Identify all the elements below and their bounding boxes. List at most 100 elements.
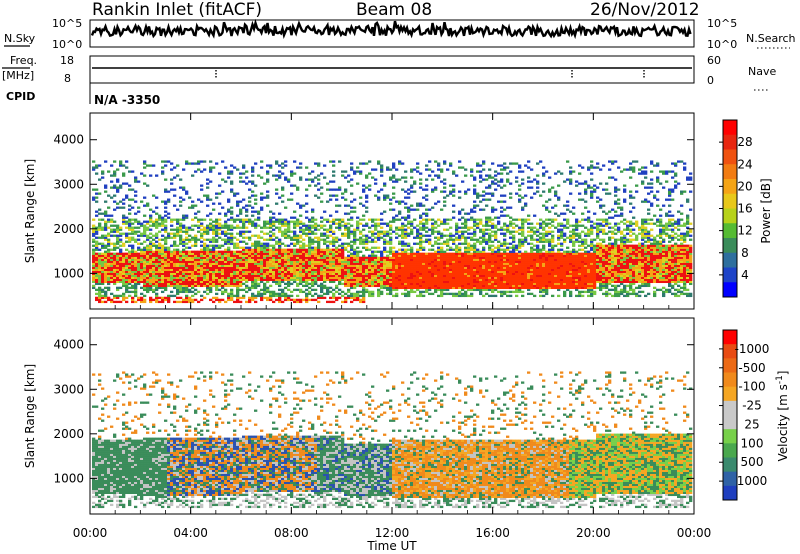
heatmap-cell — [284, 248, 288, 251]
heatmap-cell — [404, 292, 408, 296]
heatmap-cell — [272, 254, 276, 257]
heatmap-cell — [134, 220, 138, 223]
heatmap-cell — [494, 278, 498, 282]
heatmap-cell — [371, 294, 375, 298]
heatmap-cell — [128, 290, 132, 294]
heatmap-cell — [185, 282, 189, 286]
heatmap-cell — [278, 246, 282, 249]
heatmap-cell — [149, 278, 153, 282]
heatmap-cell — [170, 232, 174, 235]
heatmap-cell — [449, 238, 453, 241]
heatmap-cell — [497, 250, 501, 253]
heatmap-cell — [155, 266, 159, 269]
station-title: Rankin Inlet (fitACF) — [92, 0, 262, 20]
heatmap-cell — [290, 278, 294, 282]
heatmap-cell — [149, 174, 153, 177]
heatmap-cell — [506, 172, 510, 175]
heatmap-cell — [107, 244, 111, 247]
heatmap-cell — [188, 268, 192, 271]
heatmap-cell — [143, 174, 147, 177]
heatmap-cell — [275, 174, 279, 177]
heatmap-cell — [200, 272, 204, 275]
heatmap-cell — [215, 266, 219, 269]
heatmap-cell — [332, 296, 336, 300]
heatmap-cell — [179, 284, 183, 288]
heatmap-cell — [98, 286, 102, 290]
heatmap-cell — [167, 282, 171, 286]
heatmap-cell — [434, 264, 438, 267]
heatmap-cell — [362, 290, 366, 294]
heatmap-cell — [206, 246, 210, 249]
heatmap-cell — [392, 208, 396, 211]
heatmap-cell — [317, 278, 321, 282]
heatmap-cell — [131, 236, 135, 239]
heatmap-cell — [197, 300, 201, 304]
heatmap-cell — [407, 270, 411, 273]
heatmap-cell — [416, 294, 420, 298]
heatmap-cell — [206, 254, 210, 257]
heatmap-cell — [188, 258, 192, 261]
heatmap-cell — [389, 274, 393, 278]
heatmap-cell — [245, 208, 249, 211]
heatmap-cell — [410, 282, 414, 286]
heatmap-cell — [167, 274, 171, 278]
heatmap-cell — [110, 300, 114, 304]
heatmap-cell — [404, 254, 408, 257]
heatmap-cell — [314, 252, 318, 255]
heatmap-cell — [221, 230, 225, 233]
heatmap-cell — [227, 262, 231, 265]
heatmap-cell — [476, 286, 480, 290]
heatmap-cell — [101, 290, 105, 294]
heatmap-cell — [299, 258, 303, 261]
heatmap-cell — [356, 282, 360, 286]
heatmap-cell — [269, 256, 273, 259]
heatmap-cell — [452, 216, 456, 219]
heatmap-cell — [392, 218, 396, 221]
heatmap-cell — [320, 278, 324, 282]
heatmap-cell — [302, 252, 306, 255]
heatmap-cell — [410, 184, 414, 187]
heatmap-cell — [104, 278, 108, 282]
heatmap-cell — [212, 238, 216, 241]
heatmap-cell — [404, 276, 408, 280]
heatmap-cell — [152, 250, 156, 253]
heatmap-cell — [245, 274, 249, 278]
heatmap-cell — [404, 282, 408, 286]
heatmap-cell — [245, 256, 249, 259]
heatmap-cell — [185, 288, 189, 292]
heatmap-cell — [212, 224, 216, 227]
heatmap-cell — [413, 242, 417, 245]
heatmap-cell — [407, 216, 411, 219]
heatmap-cell — [494, 268, 498, 271]
heatmap-cell — [383, 276, 387, 280]
heatmap-cell — [365, 240, 369, 243]
heatmap-cell — [344, 190, 348, 193]
heatmap-cell — [383, 184, 387, 187]
heatmap-cell — [125, 286, 129, 290]
heatmap-cell — [485, 224, 489, 227]
heatmap-cell — [287, 296, 291, 300]
heatmap-cell — [377, 198, 381, 201]
heatmap-cell — [137, 254, 141, 257]
heatmap-cell — [206, 286, 210, 290]
heatmap-cell — [419, 264, 423, 267]
heatmap-cell — [164, 178, 168, 181]
heatmap-cell — [95, 196, 99, 199]
heatmap-cell — [290, 262, 294, 265]
heatmap-cell — [143, 226, 147, 229]
heatmap-cell — [299, 222, 303, 225]
heatmap-cell — [455, 228, 459, 231]
heatmap-cell — [446, 168, 450, 171]
heatmap-cell — [479, 278, 483, 282]
heatmap-cell — [359, 264, 363, 267]
heatmap-cell — [416, 208, 420, 211]
heatmap-cell — [251, 266, 255, 269]
heatmap-cell — [389, 290, 393, 294]
heatmap-cell — [107, 214, 111, 217]
heatmap-cell — [368, 266, 372, 269]
heatmap-cell — [401, 284, 405, 288]
heatmap-cell — [479, 268, 483, 271]
heatmap-cell — [464, 212, 468, 215]
heatmap-cell — [323, 278, 327, 282]
heatmap-cell — [479, 292, 483, 296]
